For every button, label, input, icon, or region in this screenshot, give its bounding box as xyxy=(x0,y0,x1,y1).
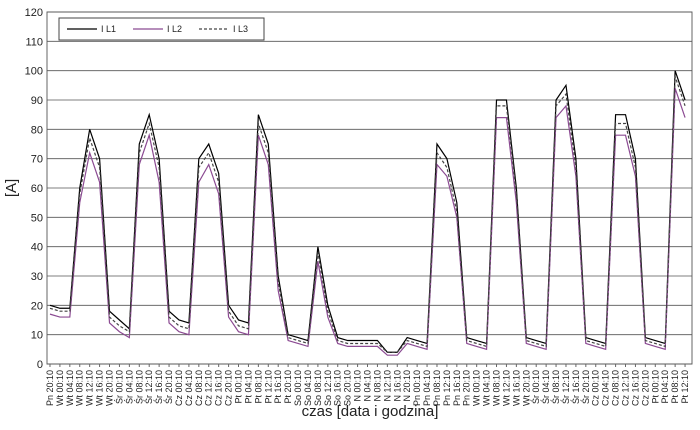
x-tick-label: So 16:10 xyxy=(333,370,343,406)
y-tick-label: 50 xyxy=(31,212,43,224)
y-tick-label: 80 xyxy=(31,124,43,136)
y-tick-label: 110 xyxy=(25,36,43,48)
x-tick-label: N 04:10 xyxy=(363,370,373,402)
x-tick-label: Śr 08:10 xyxy=(133,370,144,404)
x-tick-label: Wt 04:10 xyxy=(482,370,492,406)
x-tick-label: N 00:10 xyxy=(353,370,363,402)
y-tick-label: 90 xyxy=(31,95,43,107)
x-tick-label: Śr 04:10 xyxy=(123,370,134,404)
x-tick-label: Pt 04:10 xyxy=(243,370,253,404)
x-tick-label: Wt 08:10 xyxy=(492,370,502,406)
x-tick-label: So 00:10 xyxy=(293,370,303,406)
x-tick-label: N 16:10 xyxy=(392,370,402,402)
x-tick-label: Śr 08:10 xyxy=(550,370,561,404)
x-tick-label: Śr 00:10 xyxy=(113,370,124,404)
x-tick-label: Pt 20:10 xyxy=(283,370,293,404)
x-tick-label: Cz 16:10 xyxy=(214,370,224,406)
x-tick-label: N 20:10 xyxy=(402,370,412,402)
x-tick-label: So 08:10 xyxy=(313,370,323,406)
x-tick-label: Cz 12:10 xyxy=(204,370,214,406)
x-tick-label: So 12:10 xyxy=(323,370,333,406)
x-tick-label: Pt 04:10 xyxy=(660,370,670,404)
x-tick-label: Wt 12:10 xyxy=(85,370,95,406)
x-tick-label: Cz 04:10 xyxy=(601,370,611,406)
y-tick-label: 10 xyxy=(31,330,43,342)
x-tick-label: Śr 00:10 xyxy=(530,370,541,404)
x-tick-label: Pn 00:10 xyxy=(412,370,422,406)
x-tick-label: Wt 08:10 xyxy=(75,370,85,406)
x-tick-label: Wt 20:10 xyxy=(521,370,531,406)
x-tick-label: Śr 20:10 xyxy=(580,370,591,404)
x-tick-label: Śr 04:10 xyxy=(540,370,551,404)
y-tick-label: 120 xyxy=(25,7,43,19)
x-tick-label: So 04:10 xyxy=(303,370,313,406)
y-tick-label: 20 xyxy=(31,300,43,312)
x-tick-label: Cz 04:10 xyxy=(184,370,194,406)
series-line xyxy=(49,88,686,356)
x-tick-label: Wt 16:10 xyxy=(95,370,105,406)
y-axis-label: [A] xyxy=(3,179,20,197)
x-tick-label: Śr 12:10 xyxy=(560,370,571,404)
x-tick-label: Pt 12:10 xyxy=(263,370,273,404)
legend-label: I L2 xyxy=(167,24,182,34)
x-tick-label: Pn 12:10 xyxy=(442,370,452,406)
x-tick-label: Pn 04:10 xyxy=(422,370,432,406)
series-line xyxy=(49,76,686,353)
x-tick-label: Wt 12:10 xyxy=(501,370,511,406)
y-tick-label: 100 xyxy=(25,66,43,78)
x-tick-label: Pt 16:10 xyxy=(273,370,283,404)
x-tick-label: Pt 08:10 xyxy=(253,370,263,404)
legend-label: I L3 xyxy=(233,24,248,34)
x-tick-label: Cz 16:10 xyxy=(630,370,640,406)
x-tick-label: Śr 12:10 xyxy=(143,370,154,404)
x-tick-label: Śr 20:10 xyxy=(163,370,174,404)
x-tick-label: Cz 00:10 xyxy=(591,370,601,406)
x-tick-label: Cz 12:10 xyxy=(621,370,631,406)
x-tick-label: Pn 08:10 xyxy=(432,370,442,406)
x-axis-label: czas [data i godzina] xyxy=(302,403,439,420)
x-tick-label: Pt 00:10 xyxy=(650,370,660,404)
y-tick-label: 70 xyxy=(31,154,43,166)
x-tick-label: Wt 00:10 xyxy=(55,370,65,406)
x-tick-label: N 08:10 xyxy=(372,370,382,402)
x-tick-label: Śr 16:10 xyxy=(570,370,581,404)
x-tick-label: Pt 08:10 xyxy=(670,370,680,404)
y-tick-label: 40 xyxy=(31,242,43,254)
x-tick-label: Wt 16:10 xyxy=(511,370,521,406)
x-tick-label: Śr 16:10 xyxy=(153,370,164,404)
x-tick-label: Cz 08:10 xyxy=(194,370,204,406)
x-tick-label: Pn 20:10 xyxy=(45,370,55,406)
x-tick-label: Pt 12:10 xyxy=(680,370,690,404)
x-tick-label: Pt 00:10 xyxy=(234,370,244,404)
x-tick-label: Cz 20:10 xyxy=(224,370,234,406)
x-tick-label: Cz 20:10 xyxy=(640,370,650,406)
x-tick-label: Cz 00:10 xyxy=(174,370,184,406)
y-tick-label: 60 xyxy=(31,183,43,195)
x-tick-label: Pn 16:10 xyxy=(452,370,462,406)
y-tick-label: 30 xyxy=(31,271,43,283)
legend-label: I L1 xyxy=(101,24,116,34)
y-tick-label: 0 xyxy=(37,359,43,371)
x-tick-label: N 12:10 xyxy=(382,370,392,402)
x-tick-label: Wt 00:10 xyxy=(472,370,482,406)
x-tick-label: So 20:10 xyxy=(343,370,353,406)
x-tick-label: Pn 20:10 xyxy=(462,370,472,406)
x-tick-label: Wt 04:10 xyxy=(65,370,75,406)
x-tick-label: Wt 20:10 xyxy=(105,370,115,406)
x-tick-label: Cz 08:10 xyxy=(611,370,621,406)
